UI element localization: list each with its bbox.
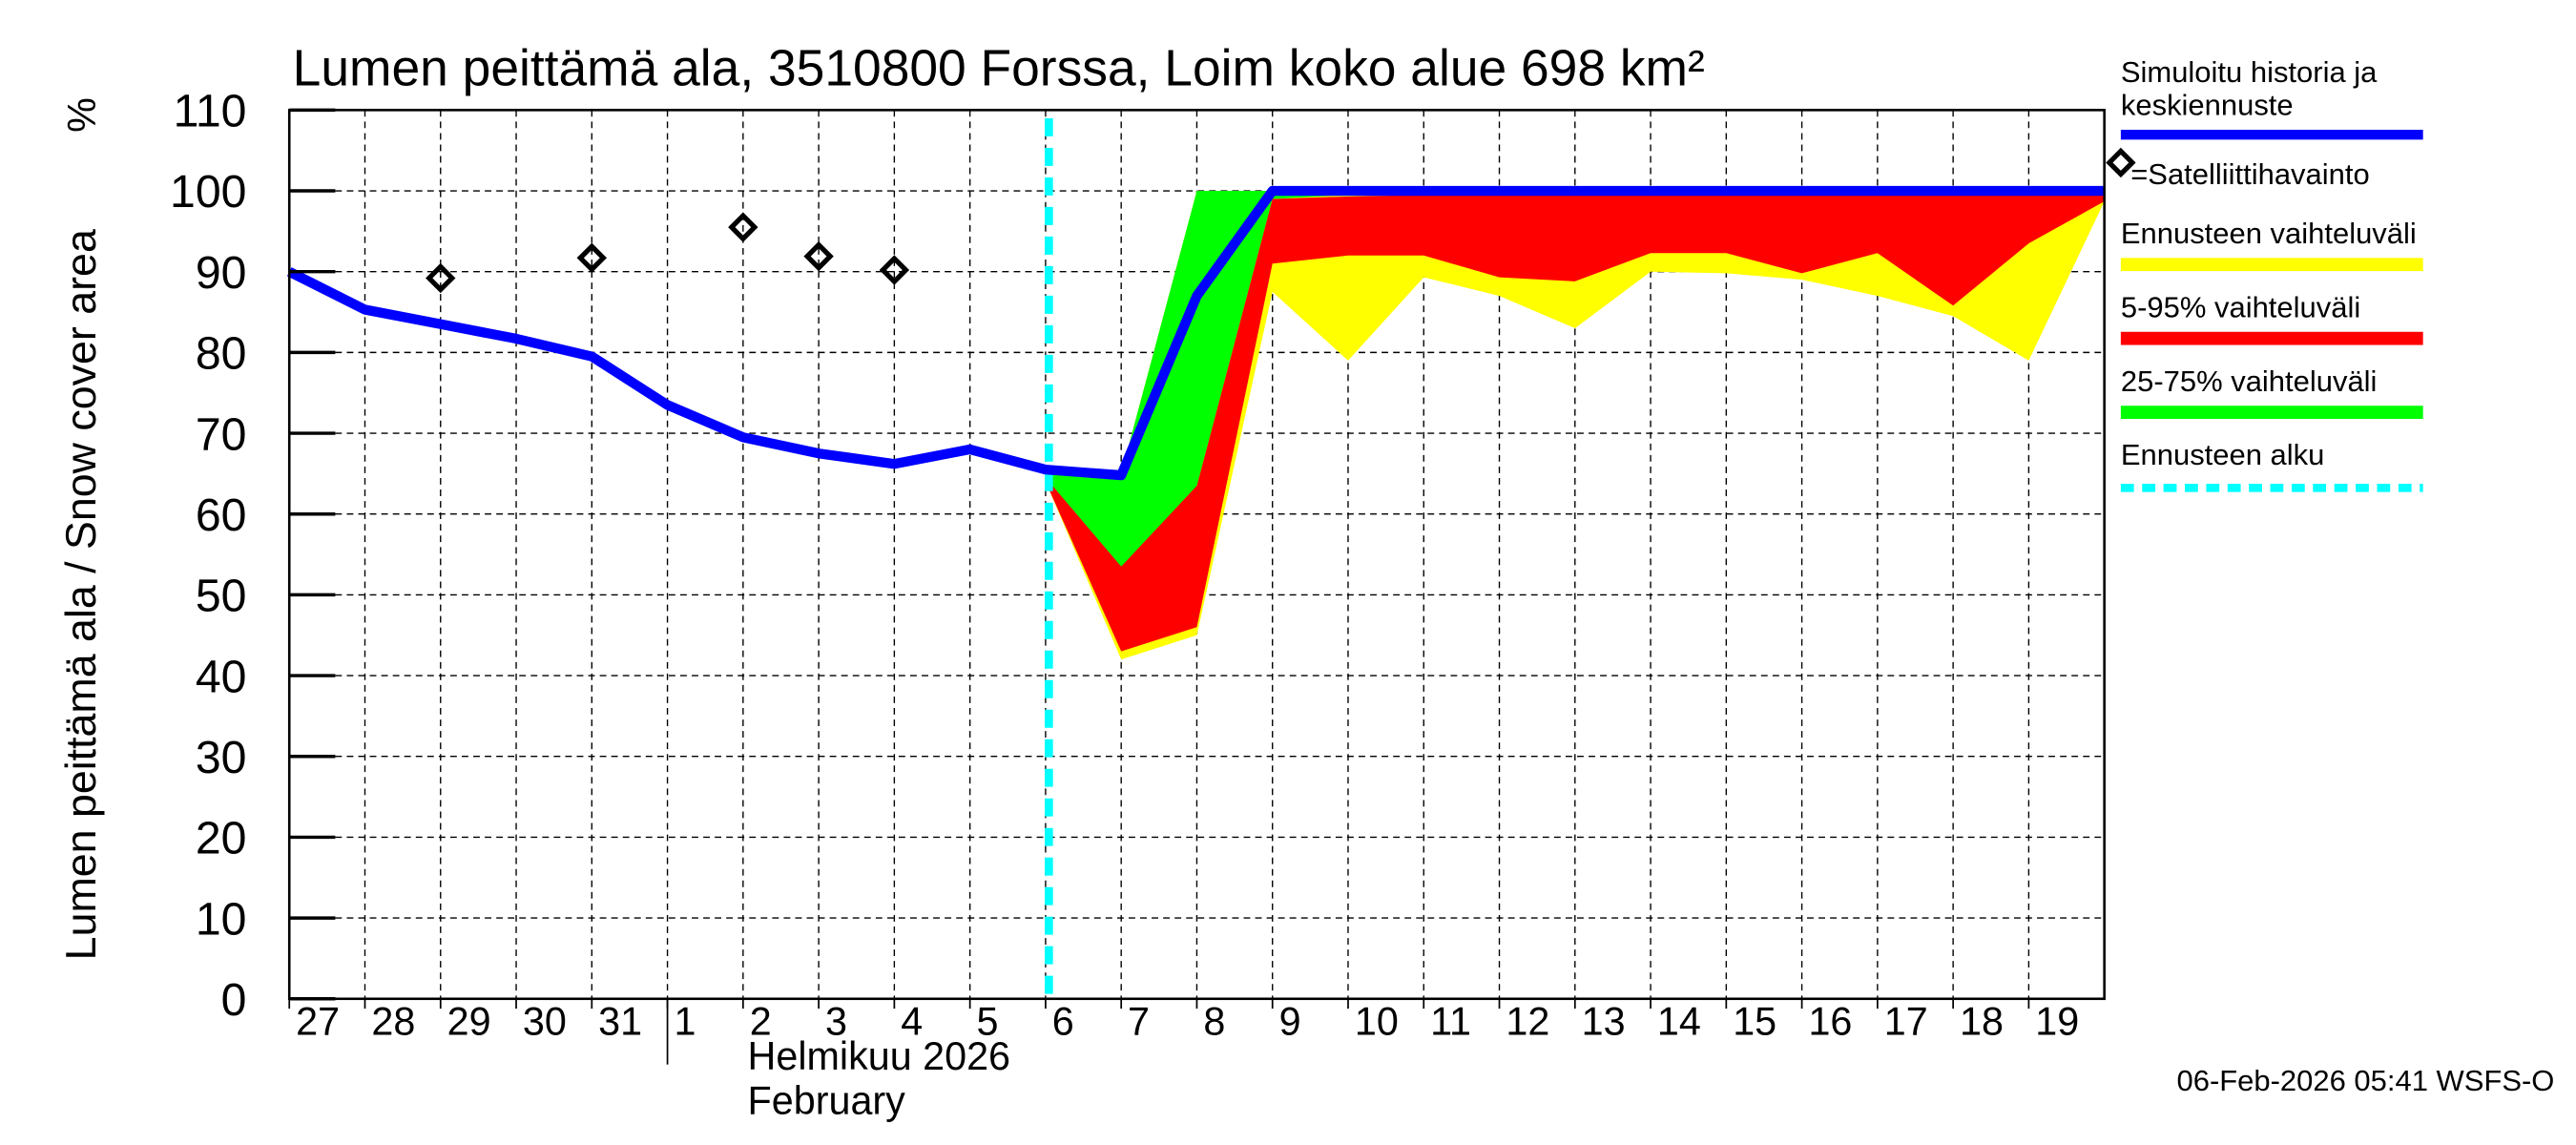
series-marks bbox=[286, 117, 2105, 999]
plot-frame bbox=[287, 109, 2106, 1001]
forecast-bands bbox=[1045, 191, 2105, 660]
y-tick-label: 80 bbox=[196, 328, 247, 380]
x-tick-label: 30 bbox=[523, 1000, 567, 1044]
month-label-en: February bbox=[748, 1078, 906, 1122]
x-tick-label: 6 bbox=[1052, 1000, 1074, 1044]
x-tick-label: 8 bbox=[1203, 1000, 1225, 1044]
satellite-observation bbox=[728, 212, 758, 242]
legend-label: =Satelliittihavainto bbox=[2130, 157, 2370, 191]
legend-label: Ennusteen vaihteluväli bbox=[2121, 217, 2417, 250]
legend-swatch bbox=[2120, 258, 2423, 272]
y-tick-label: 90 bbox=[196, 247, 247, 299]
x-tick-label: 14 bbox=[1657, 1000, 1701, 1044]
legend-label: keskiennuste bbox=[2121, 89, 2294, 122]
satellite-observation bbox=[426, 262, 456, 294]
x-tick-label: 18 bbox=[1960, 1000, 2004, 1044]
y-tick-label: 40 bbox=[196, 651, 247, 702]
x-tick-label: 31 bbox=[598, 1000, 642, 1044]
y-tick-label: 50 bbox=[196, 571, 247, 622]
y-tick-label: 100 bbox=[170, 166, 246, 218]
x-tick-label: 11 bbox=[1430, 1000, 1471, 1044]
x-tick-label: 28 bbox=[371, 1000, 415, 1044]
y-tick-label: 0 bbox=[221, 974, 247, 1026]
legend-label: 5-95% vaihteluväli bbox=[2121, 290, 2360, 323]
y-tick-label: 60 bbox=[196, 489, 247, 541]
legend-label: 25-75% vaihteluväli bbox=[2121, 364, 2378, 398]
x-tick-label: 27 bbox=[296, 1000, 340, 1044]
x-tick-label: 5 bbox=[977, 1000, 999, 1044]
month-label-fi: Helmikuu 2026 bbox=[748, 1034, 1010, 1078]
satellite-observation bbox=[803, 240, 834, 272]
x-tick-label: 4 bbox=[901, 1000, 923, 1044]
y-tick-label: 20 bbox=[196, 813, 247, 864]
x-tick-label: 3 bbox=[825, 1000, 847, 1044]
satellite-observation bbox=[879, 255, 910, 285]
band-ennusteen-vaihteluv-li bbox=[1045, 191, 2105, 660]
footer-timestamp: 06-Feb-2026 05:41 WSFS-O bbox=[2176, 1064, 2554, 1097]
y-tick-label: 10 bbox=[196, 893, 247, 945]
x-tick-label: 2 bbox=[750, 1000, 772, 1044]
x-tick-label: 19 bbox=[2035, 1000, 2079, 1044]
x-tick-label: 12 bbox=[1506, 1000, 1549, 1044]
x-tick-label: 1 bbox=[674, 1000, 696, 1044]
x-tick-label: 15 bbox=[1733, 1000, 1776, 1044]
legend-swatch bbox=[2120, 406, 2423, 420]
y-tick-label: 30 bbox=[196, 732, 247, 783]
x-tick-label: 7 bbox=[1128, 1000, 1150, 1044]
chart-title: Lumen peittämä ala, 3510800 Forssa, Loim… bbox=[293, 41, 1705, 97]
legend-label: Ennusteen alku bbox=[2121, 438, 2325, 471]
x-tick-label: 29 bbox=[447, 1000, 491, 1044]
band-25-75-vaihteluv-li bbox=[1045, 191, 2105, 567]
x-tick-label: 10 bbox=[1355, 1000, 1399, 1044]
y-tick-label: 110 bbox=[174, 86, 247, 137]
legend-swatch bbox=[2120, 331, 2423, 345]
legend-label: Simuloitu historia ja bbox=[2121, 55, 2378, 89]
x-tick-label: 13 bbox=[1582, 1000, 1626, 1044]
band-5-95-vaihteluv-li bbox=[1045, 195, 2105, 652]
simulated-line bbox=[286, 185, 2105, 481]
legend-swatch-line bbox=[2120, 130, 2423, 140]
y-axis-label: Lumen peittämä ala / Snow cover area bbox=[57, 229, 105, 960]
satellite-observation bbox=[576, 242, 608, 274]
x-tick-label: 16 bbox=[1808, 1000, 1852, 1044]
legend-diamond-icon bbox=[2106, 147, 2136, 178]
x-tick-label: 9 bbox=[1279, 1000, 1301, 1044]
y-axis-unit: % bbox=[60, 97, 104, 133]
y-tick-label: 70 bbox=[196, 408, 247, 460]
x-tick-label: 17 bbox=[1884, 1000, 1928, 1044]
